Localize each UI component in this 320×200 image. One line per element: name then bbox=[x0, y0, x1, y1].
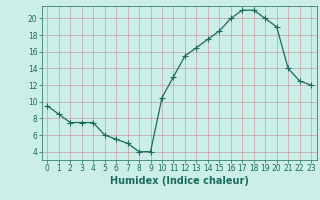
X-axis label: Humidex (Indice chaleur): Humidex (Indice chaleur) bbox=[110, 176, 249, 186]
